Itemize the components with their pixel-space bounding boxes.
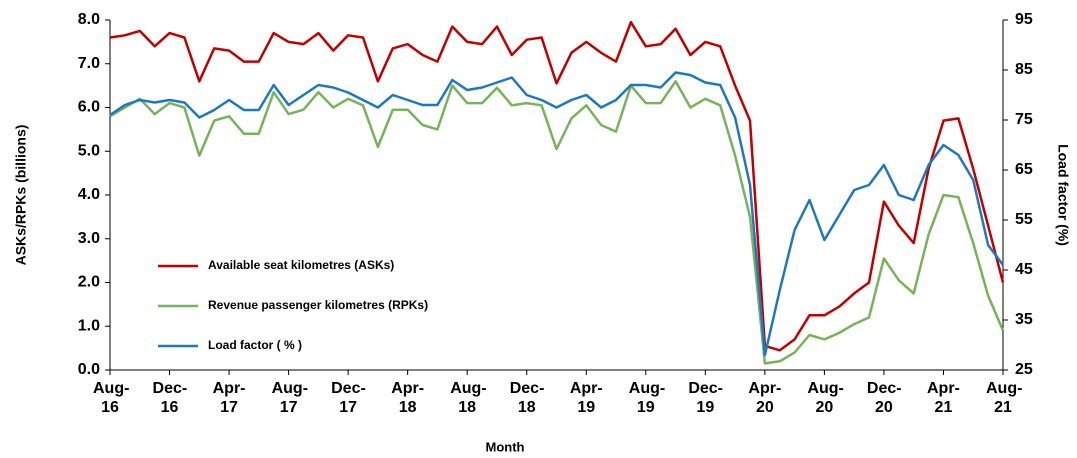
y2-tick-label: 75 [1015, 111, 1033, 128]
y-tick-label: 7.0 [78, 55, 100, 72]
x-tick-label: Aug-19 [628, 380, 666, 416]
x-tick-label: Aug-18 [450, 380, 487, 416]
x-tick-label: Dec-17 [331, 380, 366, 416]
x-tick-label: Aug-20 [807, 380, 844, 416]
x-axis-title: Month [486, 439, 525, 454]
x-tick-label: Aug-17 [271, 380, 309, 416]
x-tick-label: Apr-19 [569, 380, 603, 416]
x-tick-label: Aug-16 [93, 380, 130, 416]
y2-tick-label: 45 [1015, 261, 1033, 278]
y-tick-label: 2.0 [78, 274, 100, 291]
x-tick-label: Dec-18 [509, 380, 545, 416]
x-tick-label: Dec-20 [866, 380, 902, 416]
series-line [109, 71, 1005, 357]
legend-label: Available seat kilometres (ASKs) [208, 258, 394, 272]
x-tick-label: Apr-17 [212, 380, 246, 416]
y-tick-label: 0.0 [78, 361, 100, 378]
x-tick-label: Apr-21 [927, 380, 960, 416]
x-tick-label: Dec-19 [688, 380, 724, 416]
y-tick-label: 6.0 [78, 99, 100, 116]
legend-label: Load factor ( % ) [208, 338, 302, 352]
y2-tick-label: 35 [1015, 311, 1033, 328]
series-line [109, 80, 1005, 365]
y-tick-label: 5.0 [78, 142, 100, 159]
series-line [109, 20, 1005, 352]
y-tick-label: 1.0 [78, 317, 100, 334]
x-tick-label: Aug-21 [986, 380, 1023, 416]
y2-tick-label: 25 [1015, 361, 1033, 378]
y-tick-label: 3.0 [78, 230, 100, 247]
y2-tick-label: 55 [1015, 211, 1033, 228]
y2-tick-label: 85 [1015, 61, 1033, 78]
x-tick-label: Apr-20 [748, 380, 782, 416]
y-tick-label: 4.0 [78, 186, 100, 203]
y-axis-title: ASKs/RPKs (billions) [13, 125, 29, 266]
y2-axis-title: Load factor (%) [1055, 144, 1071, 246]
legend-label: Revenue passenger kilometres (RPKs) [208, 298, 428, 312]
x-tick-label: Dec-16 [152, 380, 188, 416]
y-tick-label: 8.0 [78, 11, 100, 28]
x-tick-label: Apr-18 [391, 380, 425, 416]
y2-tick-label: 95 [1015, 11, 1033, 28]
y2-tick-label: 65 [1015, 161, 1033, 178]
